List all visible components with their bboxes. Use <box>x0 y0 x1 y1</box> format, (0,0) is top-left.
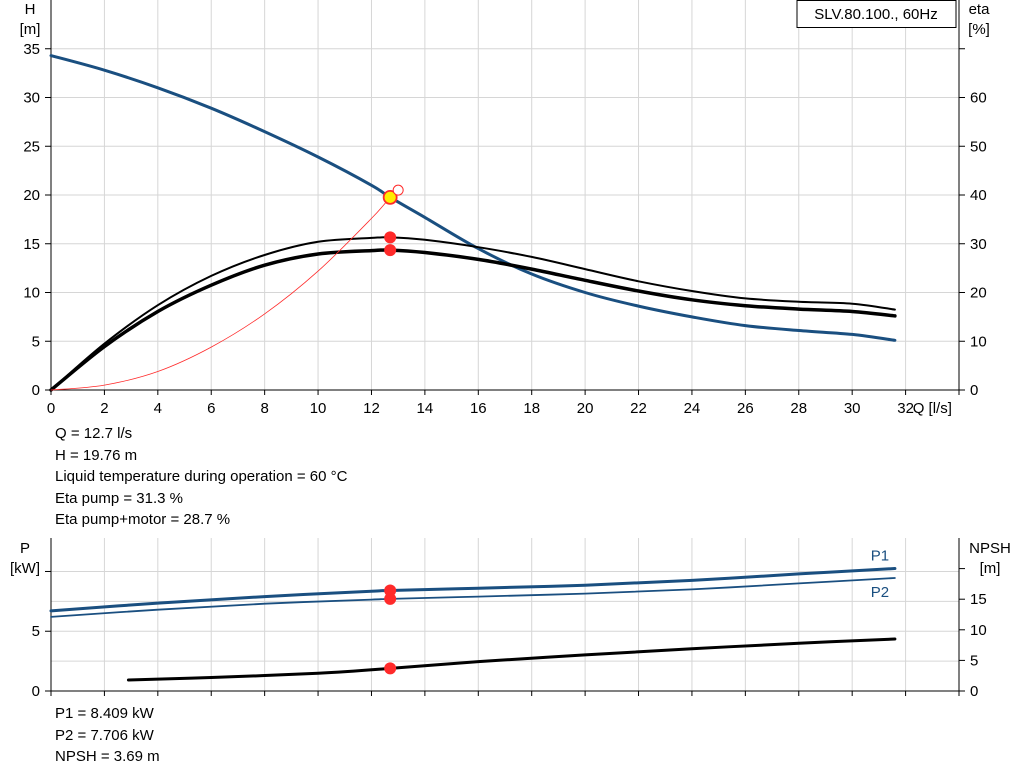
marker-eta_pump_point <box>384 231 397 244</box>
x-tick-label: 8 <box>260 400 268 417</box>
left-axis-unit: [m] <box>20 21 41 38</box>
x-tick-label: 2 <box>100 400 108 417</box>
right-tick-label: 20 <box>970 285 987 302</box>
x-tick-label: 22 <box>630 400 647 417</box>
x-tick-label: 18 <box>523 400 540 417</box>
right-tick-label: 10 <box>970 622 987 639</box>
axes: 0 5 0 5 10 15 P [kW] NPSH [m] <box>10 538 1011 700</box>
series <box>49 54 897 392</box>
x-tick-label: 12 <box>363 400 380 417</box>
x-tick-label: 20 <box>577 400 594 417</box>
x-tick-label: 6 <box>207 400 215 417</box>
power-npsh-chart: 0 5 0 5 10 15 P [kW] NPSH [m] P1 P2 <box>10 538 1011 700</box>
duty-point-readout: Q = 12.7 l/s H = 19.76 m Liquid temperat… <box>55 423 347 531</box>
right-axis-unit: [m] <box>980 560 1001 577</box>
x-tick-label: 28 <box>790 400 807 417</box>
markers <box>382 184 404 257</box>
left-tick-label: 35 <box>23 41 40 58</box>
right-tick-label: 0 <box>970 683 978 700</box>
left-tick-label: 0 <box>32 683 40 700</box>
grid <box>50 538 960 691</box>
x-tick-label: 14 <box>417 400 434 417</box>
right-axis-unit: [%] <box>968 21 990 38</box>
series-line-H <box>49 54 897 342</box>
legend-frame <box>796 0 957 28</box>
series-line-P1 <box>49 567 897 613</box>
series-label-P1: P1 <box>871 547 889 564</box>
right-tick-label: 40 <box>970 187 987 204</box>
left-tick-label: 30 <box>23 90 40 107</box>
x-tick-label: 32 <box>897 400 914 417</box>
series-line-NPSH <box>126 637 897 682</box>
right-tick-label: 60 <box>970 90 987 107</box>
series-label-P2: P2 <box>871 584 889 601</box>
right-tick-label: 15 <box>970 591 987 608</box>
series-line-system_curve <box>50 189 399 391</box>
marker-eta_pump_motor_point <box>384 244 397 257</box>
right-tick-label: 10 <box>970 333 987 350</box>
left-axis-title: P <box>20 540 30 557</box>
right-tick-label: 50 <box>970 138 987 155</box>
marker-P2_point <box>384 592 397 605</box>
series: P1 P2 <box>49 547 897 682</box>
marker-duty_point <box>382 189 398 205</box>
left-tick-label: 15 <box>23 236 40 253</box>
marker-system_end <box>392 184 404 196</box>
power-readout: P1 = 8.409 kW P2 = 7.706 kW NPSH = 3.69 … <box>55 703 160 768</box>
readout-liquid-temperature: Liquid temperature during operation = 60… <box>55 468 348 485</box>
right-tick-label: 5 <box>970 652 978 669</box>
left-axis-title: H <box>25 1 36 18</box>
x-axis-label: Q [l/s] <box>913 400 952 417</box>
right-axis-title: eta <box>969 1 991 18</box>
readout-head: H = 19.76 m <box>55 446 138 464</box>
series-line-eta_pump <box>50 236 896 391</box>
readout-npsh: NPSH = 3.69 m <box>55 748 160 765</box>
marker-P1_point <box>384 584 397 597</box>
x-tick-label: 0 <box>47 400 55 417</box>
legend-label: SLV.80.100., 60Hz <box>814 6 937 23</box>
legend-box: SLV.80.100., 60Hz <box>796 0 957 28</box>
series-line-P2 <box>50 577 896 618</box>
left-tick-label: 5 <box>32 623 40 640</box>
x-tick-label: 30 <box>844 400 861 417</box>
series-line-eta_pump_motor <box>49 248 897 392</box>
x-tick-label: 16 <box>470 400 487 417</box>
x-tick-label: 10 <box>310 400 327 417</box>
right-tick-label: 0 <box>970 382 978 399</box>
readout-eta-pump-motor: Eta pump+motor = 28.7 % <box>55 511 231 528</box>
left-tick-label: 20 <box>23 187 40 204</box>
markers <box>384 584 397 675</box>
readout-p1: P1 = 8.409 kW <box>55 705 154 722</box>
x-tick-label: 26 <box>737 400 754 417</box>
left-tick-label: 25 <box>23 138 40 155</box>
readout-flow: Q = 12.7 l/s <box>55 425 133 442</box>
left-axis-unit: [kW] <box>10 560 40 577</box>
readout-p2: P2 = 7.706 kW <box>55 726 154 744</box>
left-tick-label: 0 <box>32 382 40 399</box>
left-tick-label: 5 <box>32 333 40 350</box>
x-tick-label: 24 <box>684 400 701 417</box>
right-tick-label: 30 <box>970 236 987 253</box>
left-tick-label: 10 <box>23 285 40 302</box>
marker-NPSH_point <box>384 662 397 675</box>
right-axis-title: NPSH <box>969 540 1011 557</box>
readout-eta-pump: Eta pump = 31.3 % <box>55 489 183 507</box>
x-tick-label: 4 <box>154 400 162 417</box>
